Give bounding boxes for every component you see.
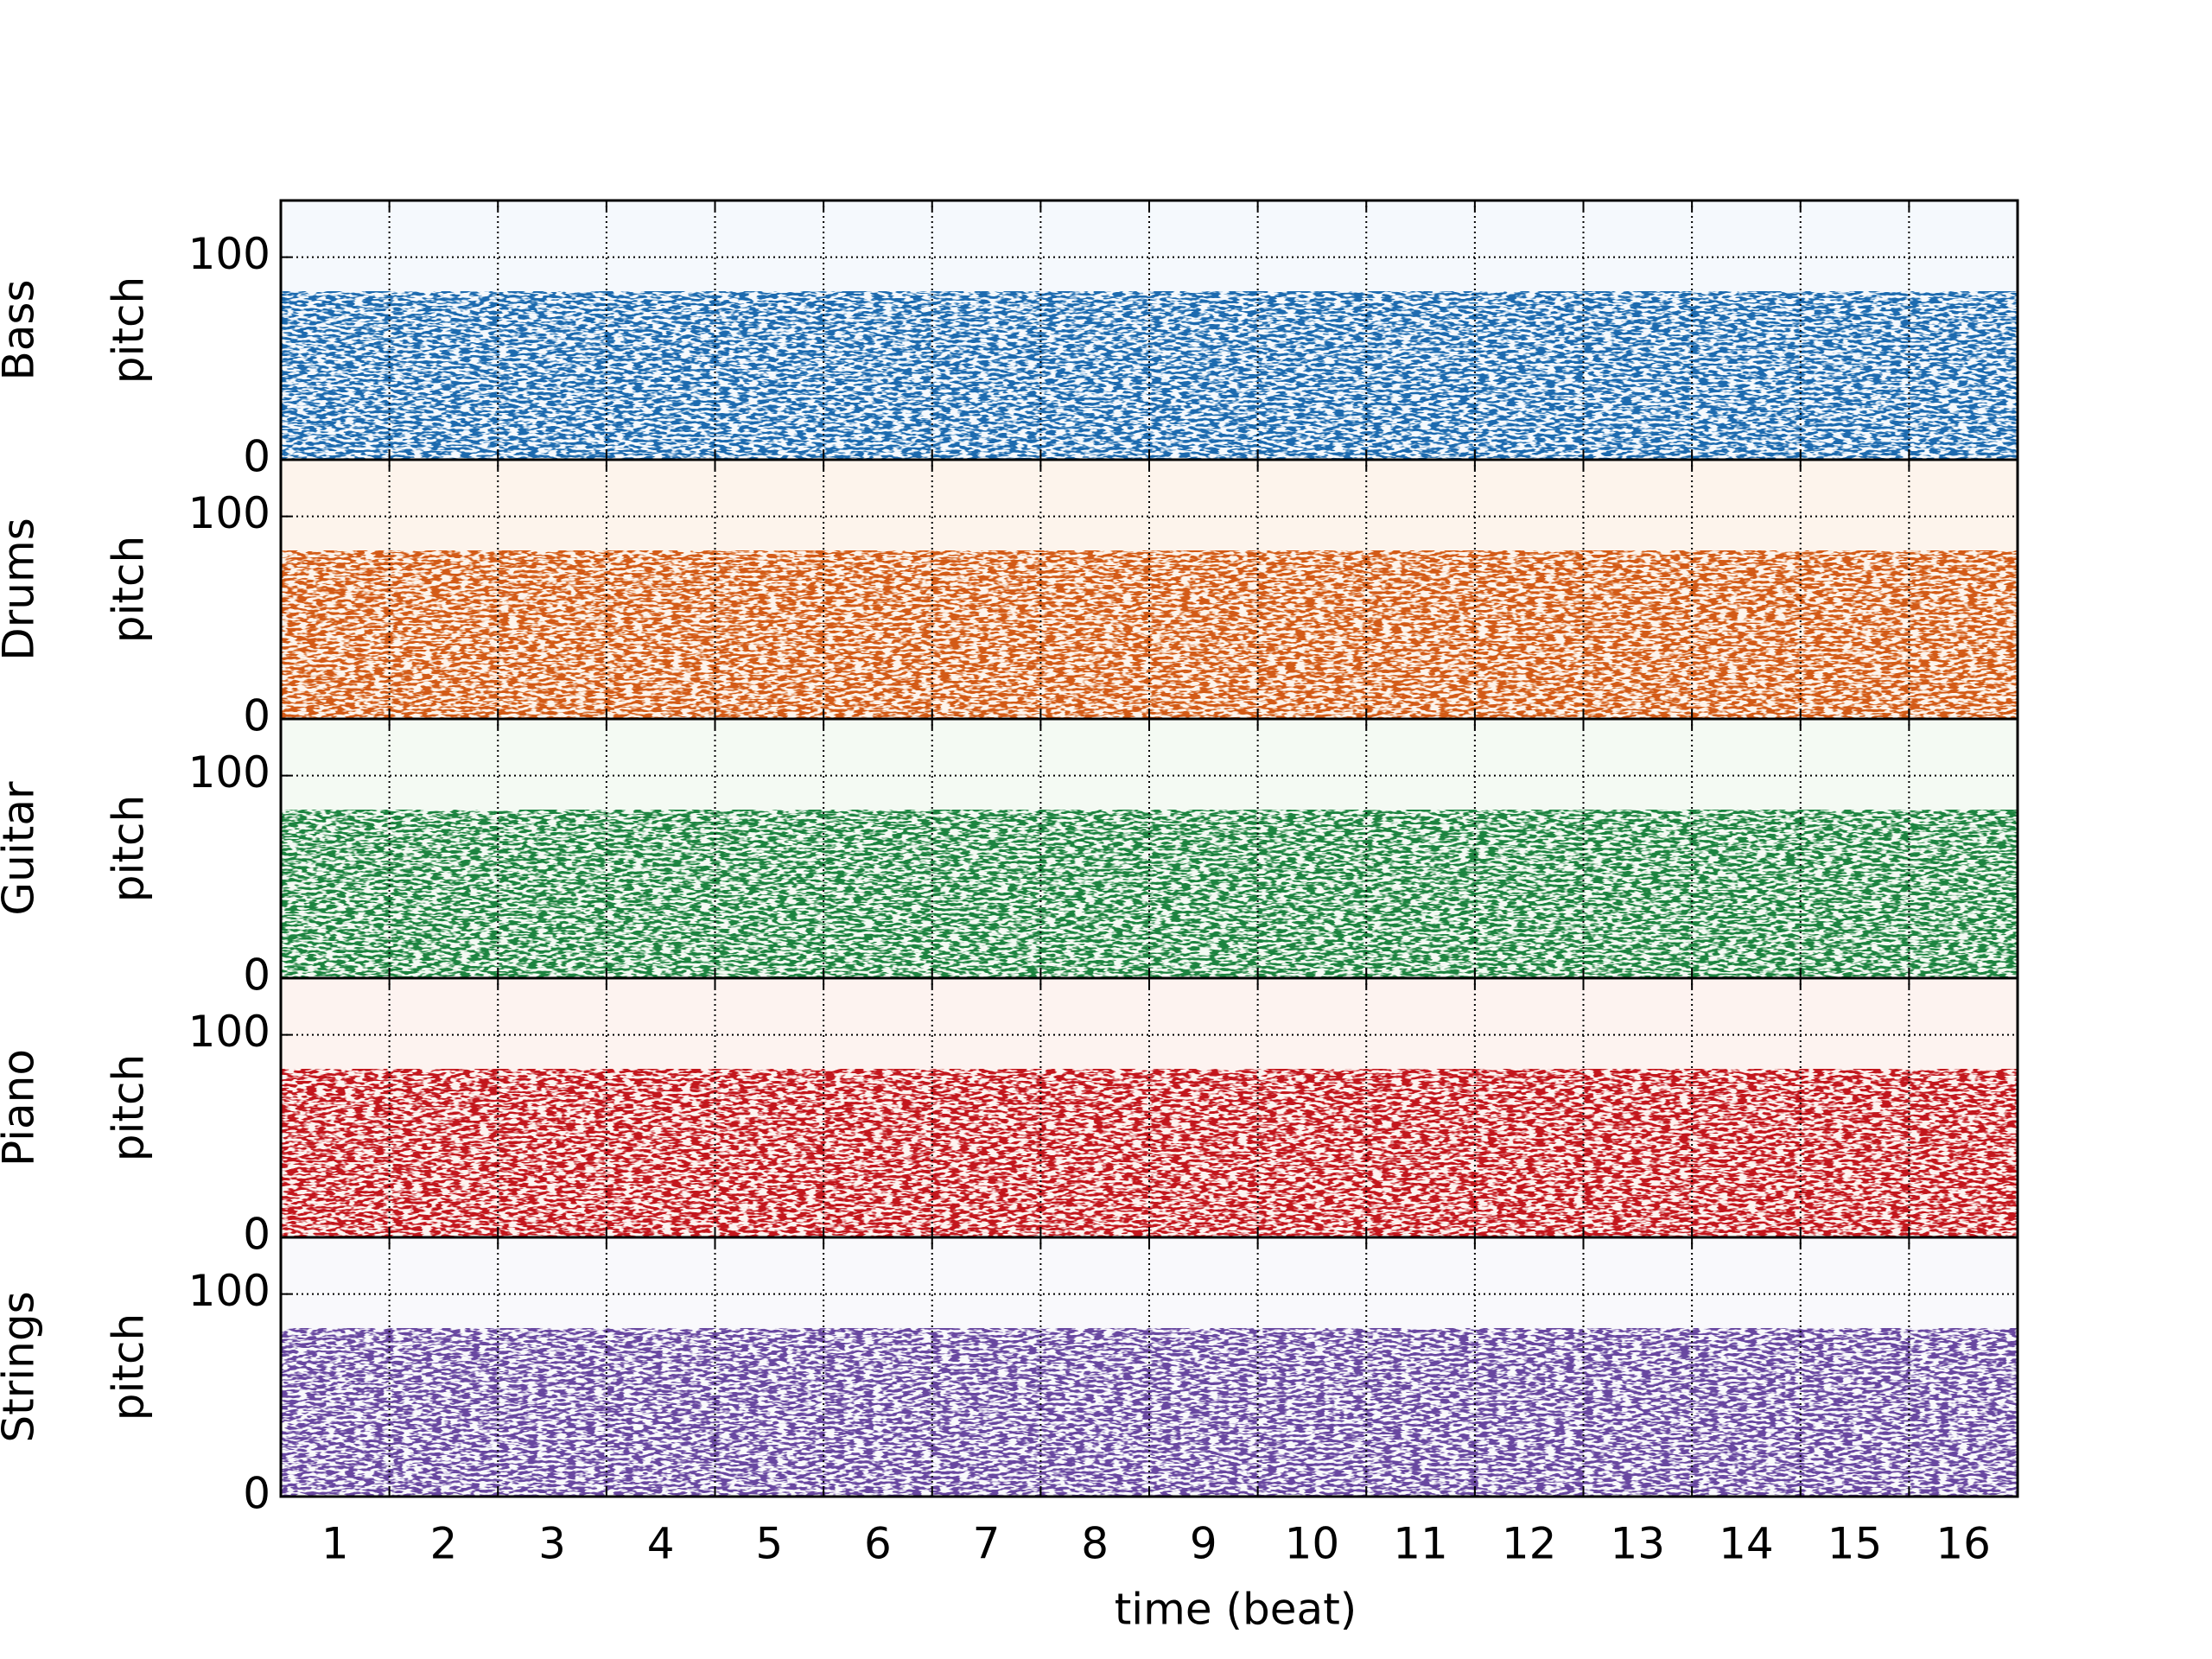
y-tick-label: 0 [243, 691, 270, 741]
y-tick-label: 0 [243, 1469, 270, 1519]
y-axis-label: pitch [104, 536, 154, 643]
track-label: Bass [0, 279, 44, 380]
x-tick-label: 6 [864, 1519, 892, 1569]
note-region [281, 291, 2018, 460]
x-tick-label: 5 [755, 1519, 783, 1569]
y-tick-label: 0 [243, 950, 270, 1001]
note-region [281, 550, 2018, 719]
note-region [281, 1328, 2018, 1497]
y-axis-label: pitch [104, 1313, 154, 1421]
x-tick-label: 15 [1827, 1519, 1883, 1569]
track-label: Strings [0, 1291, 44, 1442]
x-tick-label: 8 [1081, 1519, 1109, 1569]
note-region [281, 1069, 2018, 1237]
x-tick-label: 16 [1936, 1519, 1991, 1569]
y-axis-label: pitch [104, 795, 154, 902]
x-tick-label: 3 [538, 1519, 566, 1569]
x-tick-label: 7 [973, 1519, 1001, 1569]
track-label: Piano [0, 1049, 44, 1166]
y-tick-label: 0 [243, 1210, 270, 1260]
y-tick-label: 100 [188, 488, 270, 538]
x-tick-label: 13 [1611, 1519, 1666, 1569]
axes-frame [279, 1236, 2019, 1498]
x-tick-label: 9 [1190, 1519, 1217, 1569]
note-region [281, 810, 2018, 978]
x-tick-label: 1 [321, 1519, 349, 1569]
y-axis-label: pitch [104, 276, 154, 384]
x-tick-label: 4 [647, 1519, 675, 1569]
track-label: Drums [0, 518, 44, 661]
y-tick-label: 0 [243, 432, 270, 482]
track-label: Guitar [0, 781, 44, 916]
y-axis-label: pitch [104, 1054, 154, 1161]
x-tick-label: 11 [1393, 1519, 1448, 1569]
x-tick-label: 12 [1502, 1519, 1557, 1569]
x-tick-label: 14 [1719, 1519, 1774, 1569]
y-tick-label: 100 [188, 1266, 270, 1316]
x-tick-label: 10 [1285, 1519, 1340, 1569]
y-tick-label: 100 [188, 747, 270, 798]
y-tick-label: 100 [188, 229, 270, 279]
y-tick-label: 100 [188, 1007, 270, 1057]
x-tick-label: 2 [430, 1519, 458, 1569]
x-axis-label: time (beat) [1115, 1585, 1357, 1635]
